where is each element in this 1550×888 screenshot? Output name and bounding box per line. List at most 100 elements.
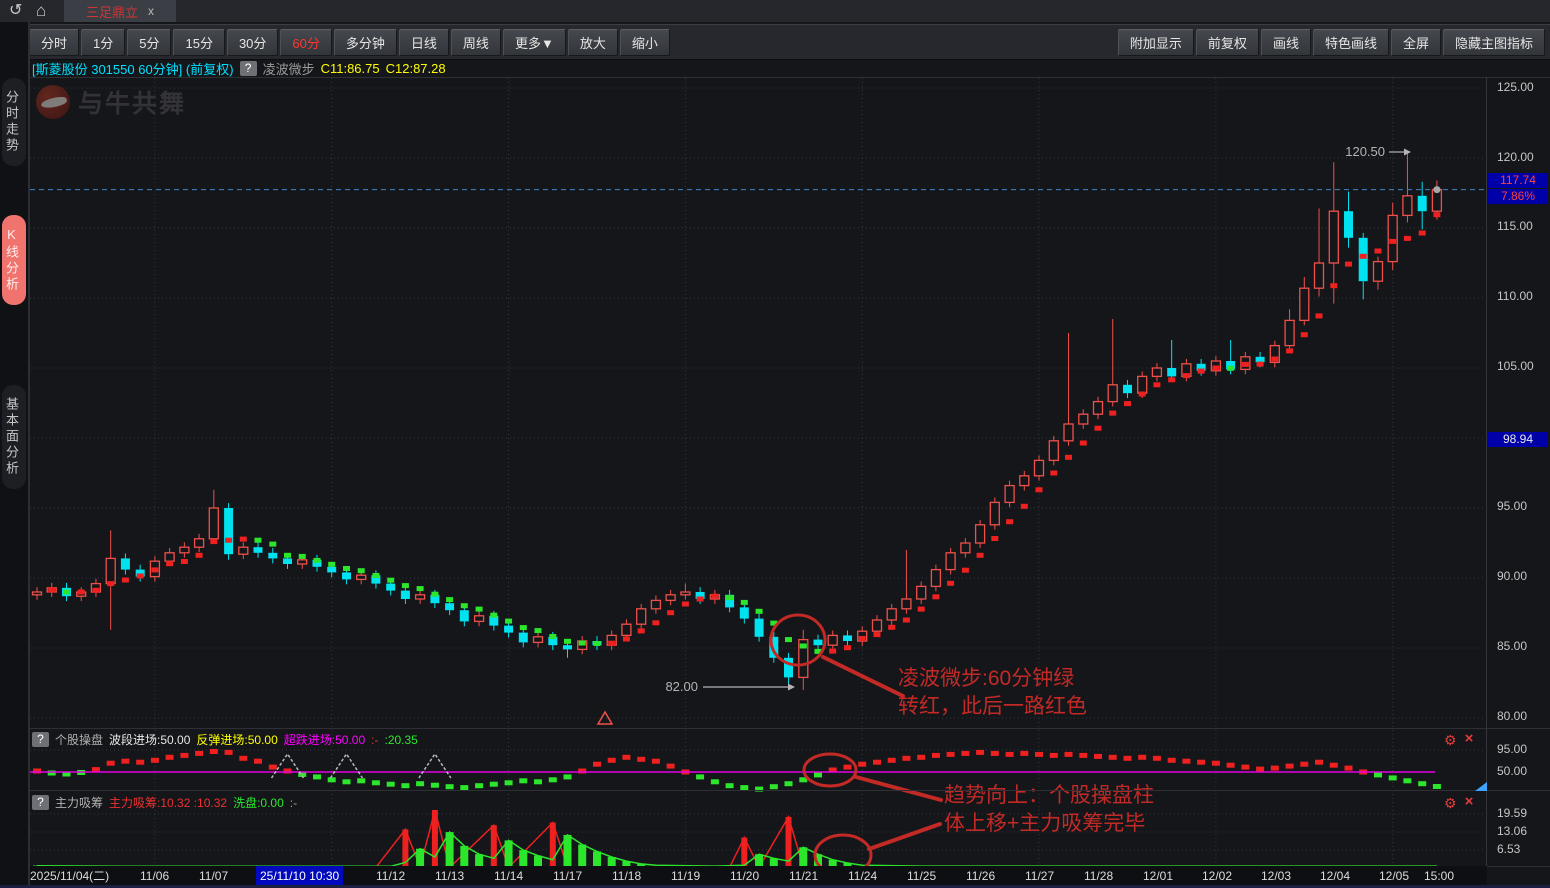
sidebar-item-fundamental[interactable]: 基本面分析 [2, 385, 26, 489]
bull-logo-icon [36, 85, 70, 119]
signal-triangle-marker [596, 710, 614, 725]
price-tick-label: 120.00 [1497, 150, 1534, 164]
sidebar-item-kline[interactable]: K线分析 [2, 215, 26, 305]
document-tab[interactable]: 三足鼎立 x [64, 0, 176, 22]
hand-circle-annotation [802, 752, 858, 788]
time-tick-label: 11/13 [435, 869, 465, 883]
more-dropdown[interactable]: 更多▼ [502, 28, 566, 56]
home-icon[interactable]: ⌂ [36, 1, 47, 20]
special-draw-button[interactable]: 特色画线 [1312, 28, 1389, 56]
time-tick-label: 12/03 [1261, 869, 1292, 883]
fullscreen-button[interactable]: 全屏 [1390, 28, 1441, 56]
period-toolbar: 分时 1分 5分 15分 30分 60分 多分钟 日线 周线 更多▼ 放大 缩小… [28, 24, 1550, 60]
price-callout: 120.50 [1345, 144, 1385, 159]
left-sidebar: 分时走势 K线分析 基本面分析 [0, 22, 30, 888]
hide-indicator-button[interactable]: 隐藏主图指标 [1442, 28, 1545, 56]
period-60min[interactable]: 60分 [280, 28, 332, 56]
price-tick-label: 80.00 [1497, 709, 1528, 723]
panel2-settings-icon[interactable]: ⚙ [1444, 795, 1457, 811]
panel1-settings-icon[interactable]: ⚙ [1444, 732, 1457, 748]
price-tick-label: 110.00 [1497, 289, 1533, 303]
time-tick-label: 11/19 [671, 869, 701, 883]
lingbo-dots [48, 212, 1441, 654]
period-15min[interactable]: 15分 [173, 28, 225, 56]
panel1-field3: 超跌进场:50.00 [283, 733, 366, 747]
price-tick-label: 85.00 [1497, 639, 1528, 653]
panel1-tools: ⚙ × [1444, 730, 1474, 749]
time-tick-label: 12/05 [1379, 869, 1410, 883]
chart-area[interactable]: 120.50 82.00 凌波微步:60分钟绿转红，此后一路红色 趋势向上：个股操盘柱… [30, 78, 1487, 888]
panel1-close-icon[interactable]: × [1464, 730, 1474, 747]
symbol-label: [斯菱股份 301550 60分钟] (前复权) [32, 61, 234, 77]
panel1-help-icon[interactable]: ? [32, 732, 49, 747]
zoom-in-button[interactable]: 放大 [567, 28, 618, 56]
document-tab-title: 三足鼎立 [85, 4, 138, 20]
panel2-tick-label: 19.59 [1497, 806, 1528, 820]
indicator-c11-value: C11:86.75 [320, 60, 380, 76]
panel2-close-icon[interactable]: × [1464, 793, 1474, 810]
price-tick-label: 90.00 [1497, 569, 1528, 583]
hand-circle-annotation [769, 613, 827, 667]
period-weekly[interactable]: 周线 [450, 28, 501, 56]
time-tick-label: 11/25 [907, 869, 937, 883]
symbol-info-row: [斯菱股份 301550 60分钟] (前复权) ? 凌波微步 C11:86.7… [28, 59, 1550, 77]
price-tick-label: 125.00 [1497, 80, 1534, 94]
candles [31, 151, 1443, 690]
time-tick-label: 11/14 [494, 869, 524, 883]
panel2-divider[interactable] [28, 790, 1550, 791]
back-icon[interactable]: ↺ [9, 2, 23, 19]
panel1-plot [30, 749, 1441, 792]
panel1-field1: 波段进场:50.00 [109, 733, 191, 747]
draw-line-button[interactable]: 画线 [1260, 28, 1311, 56]
panel1-field5: :20.35 [384, 732, 418, 747]
period-5min[interactable]: 5分 [127, 28, 172, 56]
panel1-header: ? 个股操盘 波段进场:50.00 反弹进场:50.00 超跌进场:50.00 … [32, 731, 418, 748]
panel2-help-icon[interactable]: ? [32, 795, 49, 810]
time-tick-label: 11/26 [966, 869, 996, 883]
help-icon[interactable]: ? [239, 60, 257, 76]
tab-close-icon[interactable]: x [148, 4, 154, 18]
panel1-field4: :- [371, 732, 379, 747]
zoom-out-button[interactable]: 缩小 [619, 28, 670, 56]
time-tick-label: 12/01 [1143, 869, 1174, 883]
period-1min[interactable]: 1分 [81, 28, 126, 56]
time-tick-label: 15:00 [1424, 869, 1455, 883]
indicator-c12-value: C12:87.28 [385, 60, 446, 76]
time-tick-label: 11/06 [140, 869, 170, 883]
panel2-name: 主力吸筹 [55, 796, 104, 810]
panel2-plot [33, 809, 1437, 870]
hand-arrow-annotation [821, 655, 905, 698]
time-tick-label: 11/17 [553, 869, 583, 883]
period-multi[interactable]: 多分钟 [333, 28, 397, 56]
time-tick-label: 11/21 [789, 869, 819, 883]
period-30min[interactable]: 30分 [226, 28, 279, 56]
chart-canvas[interactable]: 120.50 82.00 凌波微步:60分钟绿转红，此后一路红色趋势向上：个股操盘柱… [30, 78, 1487, 888]
toolbar-right-group: 附加显示 前复权 画线 特色画线 全屏 隐藏主图指标 [1117, 28, 1546, 56]
panel2-field3: :- [289, 795, 298, 810]
panel2-field2: 洗盘:0.00 [233, 796, 284, 810]
time-tick-label: 11/07 [199, 869, 229, 883]
top-strip: ↺ ⌂ 三足鼎立 x [0, 0, 1550, 22]
time-tick-label: 11/20 [730, 869, 760, 883]
time-tick-label: 11/27 [1025, 869, 1055, 883]
window-bottom-edge [0, 885, 1550, 888]
panel1-divider[interactable] [28, 728, 1550, 729]
chart-top-border [28, 77, 1550, 78]
price-badge: 98.94 [1488, 432, 1548, 447]
hand-text-annotation: 趋势向上：个股操盘柱体上移+主力吸筹完毕 [944, 784, 1154, 835]
forward-adjust-button[interactable]: 前复权 [1195, 28, 1259, 56]
panel1-triangle-marker [418, 752, 452, 779]
extra-display-button[interactable]: 附加显示 [1117, 28, 1194, 56]
time-tick-label: 2025/11/04(二) [30, 869, 110, 883]
price-badge: 7.86% [1488, 189, 1548, 204]
sidebar-item-fenshi[interactable]: 分时走势 [2, 78, 26, 166]
price-badge: 117.74 [1488, 173, 1548, 188]
time-axis: 2025/11/04(二) 11/06 11/07 25/11/10 10:30 11/… [30, 866, 1487, 888]
panel2-tools: ⚙ × [1444, 793, 1474, 812]
panel2-tick-label: 13.06 [1497, 824, 1528, 838]
period-daily[interactable]: 日线 [398, 28, 449, 56]
panel1-resize-triangle-icon[interactable] [1475, 782, 1487, 791]
watermark: 与牛共舞 [36, 84, 186, 120]
period-fenshi[interactable]: 分时 [29, 28, 80, 56]
price-tick-label: 105.00 [1497, 359, 1534, 373]
